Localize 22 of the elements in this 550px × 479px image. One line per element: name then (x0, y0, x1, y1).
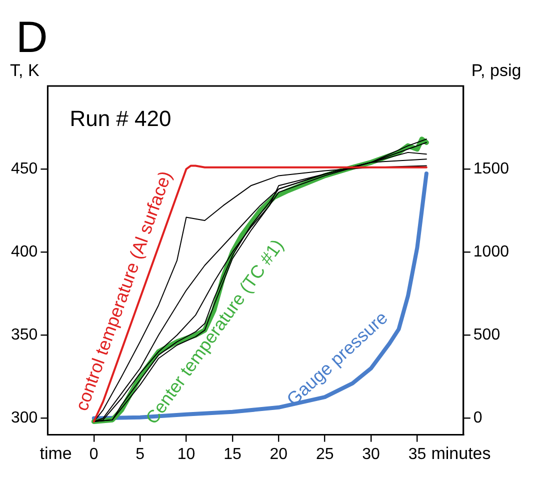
x-tick-label: 25 (316, 446, 334, 463)
y2-tick-label: 500 (473, 326, 500, 344)
annotation: Run # 420 (70, 106, 172, 131)
text: time (40, 444, 72, 463)
x-tick-label: 5 (136, 446, 145, 463)
x-tick-label: 15 (224, 446, 242, 463)
x-tick-label: 10 (177, 446, 196, 463)
y2-axis-title: P, psig (471, 61, 522, 80)
y2-tick-label: 0 (473, 410, 482, 427)
y-tick-label: 350 (10, 326, 38, 344)
x-tick-label: 30 (362, 446, 380, 463)
x-axis-title: minutes (431, 444, 491, 463)
y-tick-label: 300 (10, 410, 38, 427)
y-axis-title: T, K (10, 61, 40, 80)
y2-tick-label: 1500 (473, 160, 510, 178)
chart-title: D (16, 13, 48, 62)
x-tick-label: 0 (89, 446, 98, 463)
y-tick-label: 450 (10, 160, 38, 178)
y-tick-label: 400 (10, 244, 38, 260)
y2-tick-label: 1000 (473, 244, 510, 260)
x-tick-label: 20 (270, 446, 288, 463)
x-tick-label: 35 (408, 446, 426, 463)
